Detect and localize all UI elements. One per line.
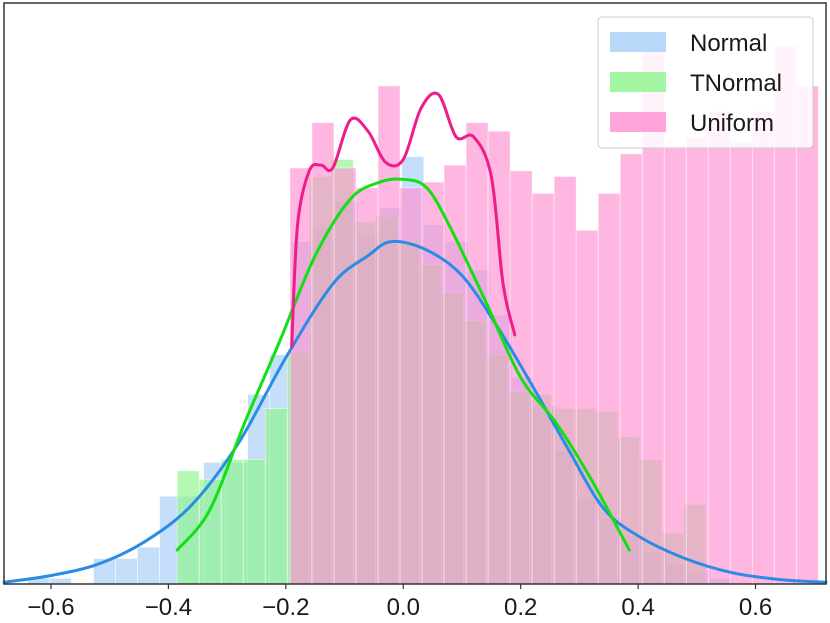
bar-tnormal-0 — [176, 470, 200, 585]
bar-uniform-4 — [377, 85, 401, 585]
x-tick-label: −0.2 — [262, 594, 309, 621]
bar-uniform-19 — [707, 110, 731, 585]
x-tick-label: 0.6 — [739, 594, 772, 621]
bar-uniform-8 — [465, 122, 489, 585]
bar-uniform-23 — [795, 85, 819, 585]
plot-frame — [3, 2, 827, 585]
kde-line-normal — [2, 239, 828, 584]
bar-uniform-13 — [575, 229, 599, 585]
bar-uniform-21 — [751, 110, 775, 585]
bar-uniform-12 — [553, 176, 577, 585]
x-axis: −0.6 −0.4 −0.2 0.0 0.2 0.4 0.6 — [27, 584, 772, 621]
bar-uniform-6 — [421, 181, 445, 585]
bar-uniform-3 — [355, 187, 379, 585]
x-tick-label: 0.0 — [387, 594, 420, 621]
bar-uniform-15 — [619, 153, 643, 585]
legend-swatch-normal — [610, 32, 666, 52]
bar-uniform-0 — [289, 167, 313, 585]
bar-uniform-2 — [333, 167, 357, 585]
kde-layer — [2, 91, 828, 584]
x-tick-label: −0.4 — [145, 594, 192, 621]
x-tick-label: 0.2 — [504, 594, 537, 621]
bar-uniform-1 — [311, 122, 335, 585]
kde-line-tnormal — [175, 177, 631, 552]
bar-normal-1 — [49, 577, 72, 585]
legend-swatch-tnormal — [610, 72, 666, 92]
bar-uniform-17 — [663, 147, 687, 585]
bar-normal-4 — [115, 558, 138, 585]
bar-uniform-9 — [487, 130, 511, 585]
bar-tnormal-3 — [242, 459, 266, 585]
legend-label-tnormal: TNormal — [690, 70, 782, 97]
bar-normal-5 — [137, 546, 161, 585]
kde-line-uniform — [290, 91, 517, 348]
bar-uniform-20 — [729, 142, 753, 585]
bar-tnormal-4 — [264, 408, 288, 585]
legend-swatch-uniform — [610, 112, 666, 132]
bar-uniform-7 — [443, 164, 467, 585]
x-tick-label: −0.6 — [27, 594, 74, 621]
legend-label-normal: Normal — [690, 30, 767, 57]
x-tick-label: 0.4 — [621, 594, 654, 621]
bars-layer — [27, 45, 819, 585]
legend: Normal TNormal Uniform — [597, 16, 814, 149]
bar-uniform-18 — [685, 136, 709, 585]
legend-label-uniform: Uniform — [690, 110, 774, 137]
